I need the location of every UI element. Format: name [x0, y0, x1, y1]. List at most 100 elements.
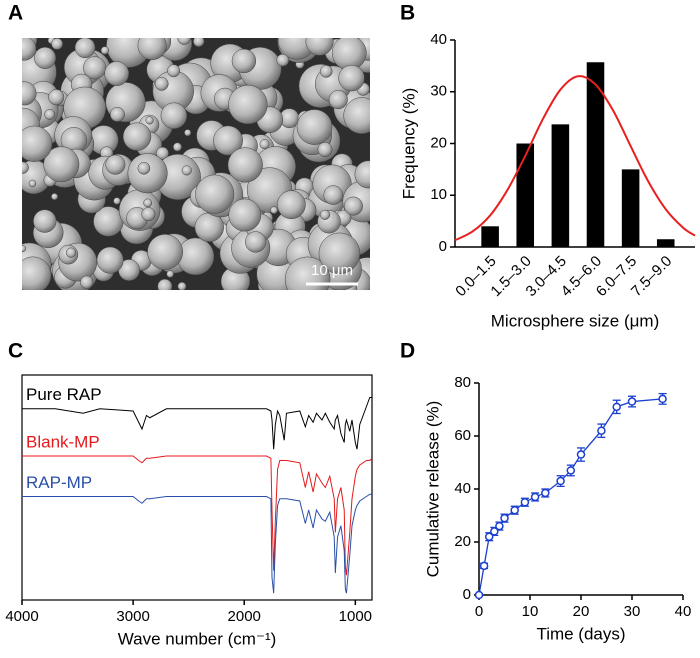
bar	[551, 124, 570, 247]
y-tick-label: 80	[454, 374, 471, 391]
sphere	[305, 38, 334, 56]
sphere	[323, 185, 343, 205]
series-line	[22, 493, 372, 594]
data-point	[484, 532, 494, 541]
sphere	[181, 165, 192, 176]
x-tick-label: 10	[522, 603, 539, 620]
sphere	[65, 247, 77, 258]
y-axis-label: Frequency (%)	[399, 88, 418, 199]
fit-curve	[454, 75, 696, 242]
sphere	[96, 246, 124, 274]
sphere	[328, 90, 348, 110]
sphere	[44, 109, 55, 120]
sphere	[22, 125, 53, 162]
bar	[621, 169, 640, 247]
panel-label: D	[400, 340, 415, 363]
sphere	[284, 256, 331, 290]
sphere	[48, 89, 65, 106]
sphere	[319, 209, 331, 220]
sphere	[137, 38, 167, 60]
sphere	[145, 116, 154, 125]
sphere	[43, 146, 80, 183]
sphere	[338, 64, 365, 92]
sphere	[176, 237, 215, 276]
sphere	[33, 209, 57, 233]
sphere	[231, 48, 257, 74]
sphere	[156, 146, 169, 160]
bar	[586, 62, 605, 247]
data-point	[597, 426, 606, 435]
data-point	[576, 450, 586, 459]
data-point	[479, 561, 489, 571]
sphere	[177, 281, 187, 290]
x-tick-label: 2000	[228, 608, 261, 625]
sem-image	[22, 38, 370, 290]
sphere	[105, 154, 126, 175]
panel-label: B	[400, 2, 415, 25]
data-point	[627, 397, 637, 406]
data-point	[474, 590, 484, 600]
x-axis-label: Time (days)	[536, 624, 625, 643]
y-tick-label: 20	[430, 134, 447, 151]
data-point	[566, 466, 576, 475]
sphere	[277, 190, 306, 220]
x-tick-label: 30	[624, 603, 641, 620]
sphere	[104, 61, 130, 86]
data-point	[500, 513, 509, 523]
sphere	[141, 207, 156, 222]
series-label: Blank-MP	[26, 432, 100, 451]
sphere	[122, 122, 152, 151]
y-tick-label: 40	[454, 480, 471, 497]
data-point	[612, 402, 621, 412]
y-tick-label: 0	[439, 238, 447, 255]
y-tick-label: 0	[463, 586, 471, 603]
sphere	[331, 38, 367, 71]
sphere	[317, 142, 333, 157]
y-tick-label: 10	[430, 186, 447, 203]
y-tick-label: 30	[430, 83, 447, 100]
series-line	[22, 455, 373, 576]
sphere	[213, 125, 243, 156]
data-point	[556, 476, 565, 486]
sphere	[74, 38, 96, 59]
sphere	[177, 38, 191, 45]
sphere	[166, 270, 174, 278]
panel-label: C	[8, 340, 23, 363]
data-point	[541, 488, 550, 498]
sphere	[154, 76, 169, 91]
data-point	[530, 492, 540, 502]
sphere	[270, 206, 278, 214]
data-point	[490, 527, 499, 536]
data-point	[510, 505, 519, 515]
x-tick-label: 4000	[5, 608, 38, 625]
bar	[656, 239, 675, 247]
sphere	[167, 64, 181, 78]
series-label: RAP-MP	[26, 473, 92, 492]
sphere	[194, 212, 224, 242]
sphere	[113, 197, 121, 205]
y-axis-label: Cumulative release (%)	[423, 401, 442, 578]
x-axis-label: Wave number (cm⁻¹)	[118, 629, 277, 648]
sphere	[100, 46, 109, 55]
sphere	[160, 102, 188, 129]
sphere	[157, 278, 173, 290]
sphere	[109, 107, 125, 122]
sphere	[228, 198, 262, 232]
sphere	[245, 231, 267, 253]
sphere	[28, 179, 37, 188]
sphere	[172, 142, 182, 152]
series-label: Pure RAP	[26, 385, 102, 404]
sphere	[137, 161, 151, 175]
x-tick-label: 20	[573, 603, 590, 620]
series-line	[478, 398, 663, 596]
sphere	[296, 109, 333, 145]
sphere	[344, 196, 363, 216]
sphere	[184, 129, 192, 137]
x-axis-label: Microsphere size (μm)	[491, 311, 660, 330]
x-tick-label: 0	[475, 603, 483, 620]
bar	[481, 226, 499, 247]
y-tick-label: 60	[454, 427, 471, 444]
data-point	[658, 394, 667, 404]
sphere	[80, 275, 94, 289]
sphere	[51, 193, 59, 201]
